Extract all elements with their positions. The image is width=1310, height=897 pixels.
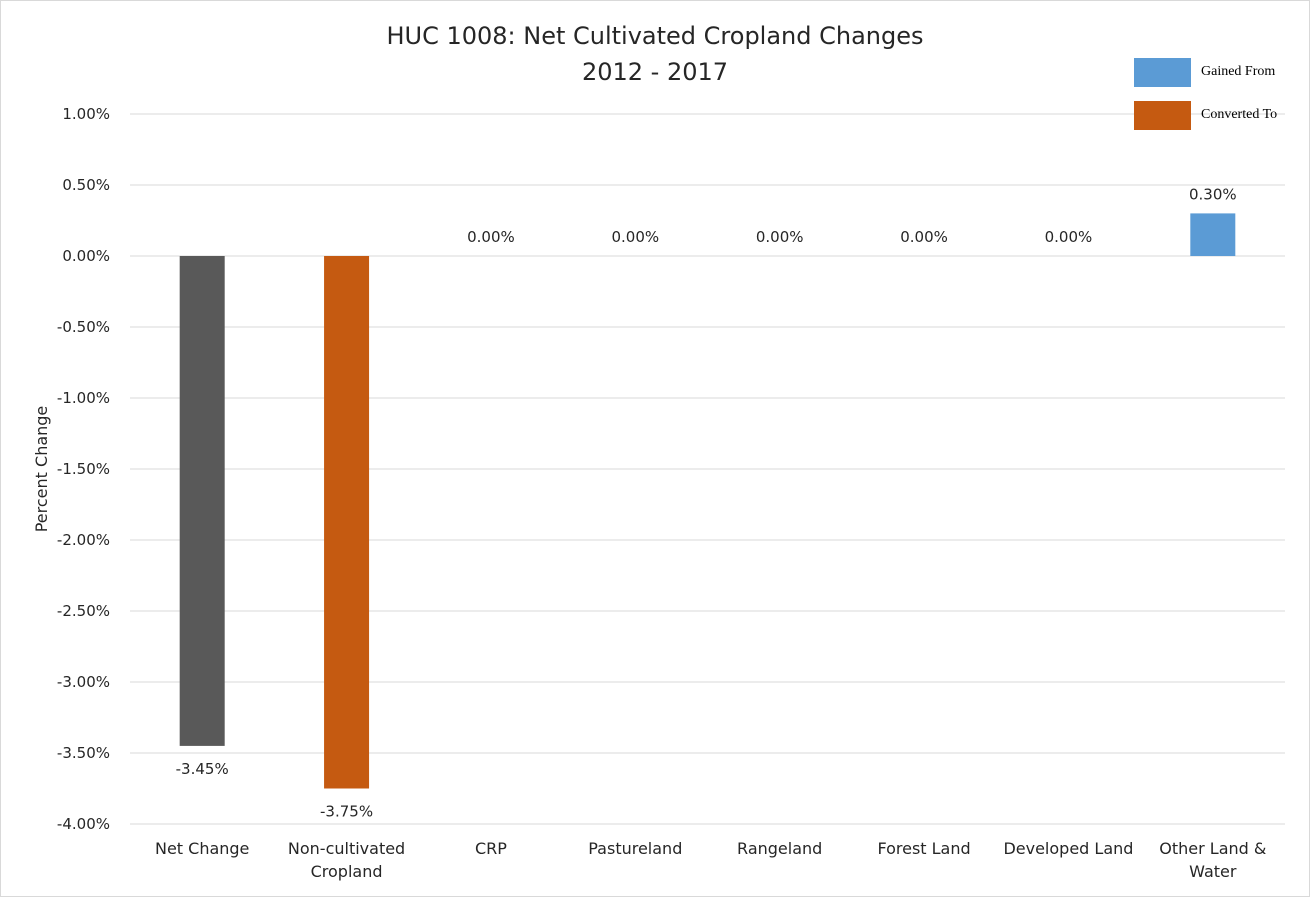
x-category-label: Forest Land (877, 839, 970, 858)
data-label: 0.00% (1045, 228, 1093, 246)
data-label: -3.45% (176, 760, 229, 778)
legend-item-gained-from: Gained From (1134, 58, 1310, 88)
y-tick-label: 0.00% (62, 247, 110, 265)
bars (179, 213, 1236, 789)
y-tick-label: -0.50% (57, 318, 110, 336)
x-axis-categories: Net Change Non-cultivated Cropland CRP Pastu… (155, 839, 1266, 881)
data-label: 0.30% (1189, 185, 1237, 203)
data-label: 0.00% (611, 228, 659, 246)
y-tick-label: -1.00% (57, 389, 110, 407)
y-tick-label: -2.00% (57, 531, 110, 549)
y-axis-ticks: 1.00% 0.50% 0.00% -0.50% -1.00% -1.50% -2.00% -… (57, 105, 110, 833)
chart-subtitle: 2012 - 2017 (581, 58, 729, 86)
x-category-label: Rangeland (737, 839, 822, 858)
data-label: -3.75% (320, 803, 373, 821)
x-category-label: Other Land & Water (1159, 839, 1266, 881)
legend-swatch-gained-from (1134, 58, 1191, 87)
bar (1190, 213, 1236, 256)
y-tick-label: -3.00% (57, 673, 110, 691)
legend-label-gained-from: Gained From (1201, 64, 1276, 79)
x-category-label: Non-cultivated Cropland (288, 839, 405, 881)
y-tick-label: 0.50% (62, 176, 110, 194)
bar (324, 256, 370, 789)
chart-title: HUC 1008: Net Cultivated Cropland Change… (386, 22, 924, 50)
x-category-label: CRP (475, 839, 507, 858)
legend-item-converted-to: Converted To (1134, 101, 1310, 131)
data-label: 0.00% (756, 228, 804, 246)
y-tick-label: -1.50% (57, 460, 110, 478)
data-labels: -3.45% -3.75% 0.00% 0.00% 0.00% 0.00% 0.00% 0.3… (176, 185, 1237, 820)
y-axis-label: Percent Change (32, 406, 51, 533)
y-tick-label: 1.00% (62, 105, 110, 123)
y-tick-label: -2.50% (57, 602, 110, 620)
data-label: 0.00% (900, 228, 948, 246)
x-category-label: Pastureland (588, 839, 682, 858)
legend-swatch-converted-to (1134, 101, 1191, 130)
bar (179, 256, 225, 746)
y-tick-label: -3.50% (57, 744, 110, 762)
y-tick-label: -4.00% (57, 815, 110, 833)
gridlines (130, 113, 1285, 825)
x-category-label: Developed Land (1003, 839, 1133, 858)
data-label: 0.00% (467, 228, 515, 246)
x-category-label: Net Change (155, 839, 249, 858)
legend-label-converted-to: Converted To (1201, 107, 1278, 122)
